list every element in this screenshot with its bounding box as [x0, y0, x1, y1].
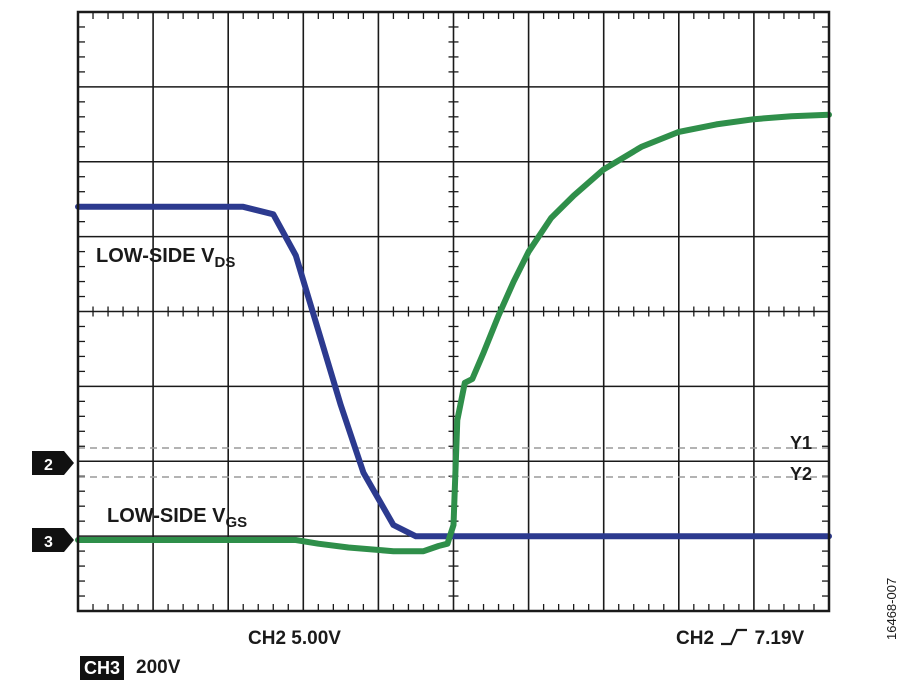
- y1-cursor-label: Y1: [790, 433, 812, 453]
- vgs-label: LOW-SIDE VGS: [107, 505, 247, 531]
- ch2-marker-label: 2: [44, 457, 53, 474]
- ch3-marker-arrow: [32, 528, 74, 552]
- ch3-badge: CH3: [80, 656, 125, 680]
- ch2-marker-arrow: [32, 451, 74, 475]
- rising-edge-icon: [721, 628, 748, 646]
- trigger-readout: CH2 7.19V: [676, 628, 804, 650]
- ch3-marker: 3: [32, 528, 74, 552]
- figure-id: 16468-007: [884, 577, 899, 640]
- y2-cursor-label: Y2: [790, 464, 812, 484]
- ch3-scale-readout: CH3 200V: [80, 656, 180, 680]
- vds-trace: [75, 203, 832, 540]
- ch3-scale-value: 200V: [136, 657, 181, 678]
- trigger-level: 7.19V: [754, 628, 805, 649]
- vds-label: LOW-SIDE VDS: [96, 245, 235, 271]
- trigger-channel: CH2: [676, 628, 715, 649]
- waveform-traces: [75, 111, 832, 555]
- ch2-scale-readout: CH2 5.00V: [248, 628, 341, 649]
- ch2-marker: 2: [32, 451, 74, 475]
- ch3-marker-label: 3: [44, 534, 53, 551]
- plot-frame: [76, 10, 831, 613]
